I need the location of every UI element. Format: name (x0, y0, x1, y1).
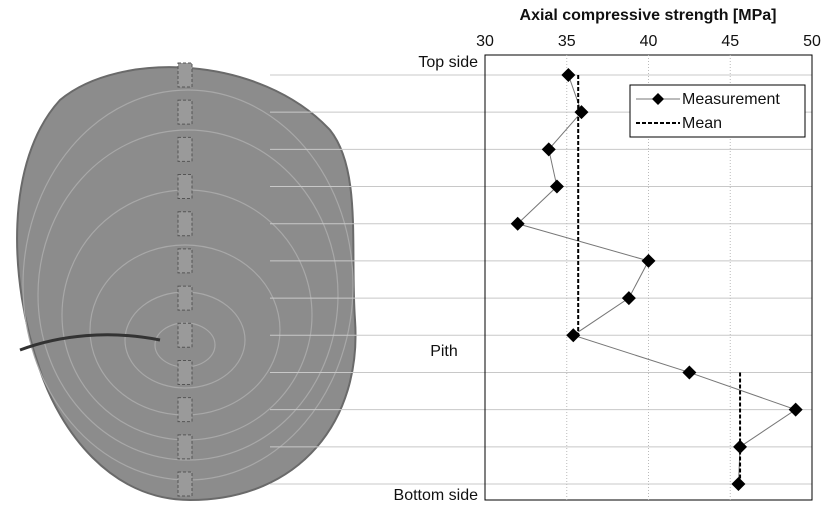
marker (642, 254, 656, 268)
legend-label: Mean (682, 115, 722, 132)
annotation: Pith (430, 343, 458, 360)
marker (561, 68, 575, 82)
specimen (178, 435, 192, 459)
legend-label: Measurement (682, 91, 780, 108)
x-tick-label: 35 (558, 33, 576, 50)
specimen (178, 360, 192, 384)
specimen (178, 249, 192, 273)
chart-title: Axial compressive strength [MPa] (520, 7, 777, 24)
x-tick-label: 50 (803, 33, 821, 50)
y-tick-label: Bottom side (394, 487, 479, 504)
marker (731, 477, 745, 491)
marker (622, 291, 636, 305)
specimen (178, 100, 192, 124)
chart: Axial compressive strength [MPa] Pith To… (0, 0, 827, 505)
specimen (178, 137, 192, 161)
specimen (178, 212, 192, 236)
y-tick-label: Top side (418, 54, 478, 71)
specimen (178, 63, 192, 87)
marker (682, 365, 696, 379)
specimen (178, 175, 192, 199)
specimen (178, 323, 192, 347)
x-tick-label: 40 (640, 33, 658, 50)
marker (789, 403, 803, 417)
specimen (178, 398, 192, 422)
specimen (178, 472, 192, 496)
x-tick-label: 45 (721, 33, 739, 50)
specimen (178, 286, 192, 310)
x-tick-label: 30 (476, 33, 494, 50)
